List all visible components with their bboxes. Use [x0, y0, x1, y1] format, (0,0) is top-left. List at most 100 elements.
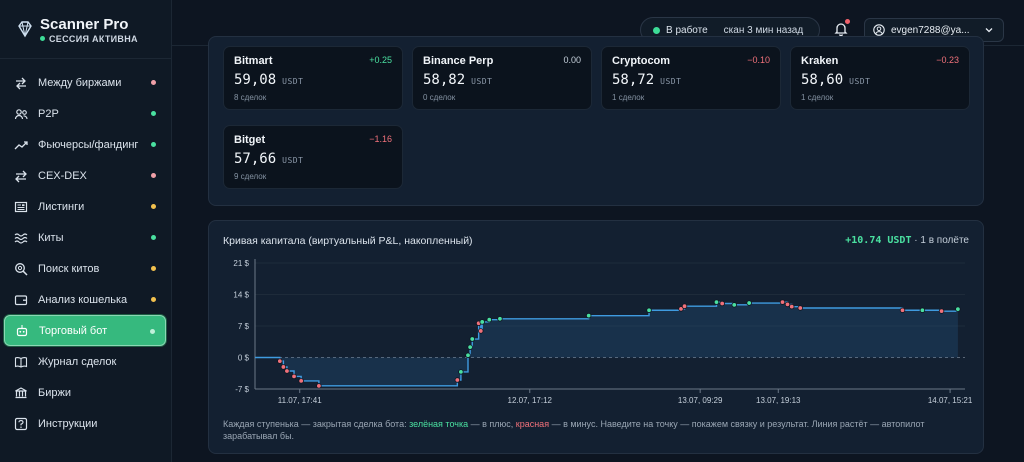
sidebar-item-waves[interactable]: Киты [4, 222, 166, 253]
trade-point-loss [899, 307, 906, 313]
sidebar-item-search-radar[interactable]: Поиск китов [4, 253, 166, 284]
wallet-icon [14, 293, 28, 307]
note-green: зелёная точка [409, 419, 469, 429]
exchange-name: Bitmart [234, 55, 273, 67]
price-change: −0.10 [747, 55, 770, 65]
arrows-swap-icon [14, 76, 28, 90]
x-tick-label: 14.07, 15:21 [928, 396, 973, 405]
trade-point-loss [280, 364, 287, 370]
note-red: красная [515, 419, 550, 429]
book-icon [14, 355, 28, 369]
status-dot [151, 204, 156, 209]
sidebar-item-bank[interactable]: Биржи [4, 377, 166, 408]
sidebar-item-label: Торговый бот [39, 324, 108, 337]
notifications-bell-icon[interactable] [833, 19, 850, 37]
price-unit: USDT [660, 77, 682, 86]
waves-icon [14, 231, 28, 245]
trade-point-win [465, 352, 471, 358]
chevron-down-icon [985, 28, 993, 33]
exchange-card[interactable]: Kraken −0.23 58,60 USDT 1 сделок [790, 46, 970, 110]
trade-point-loss [719, 300, 725, 307]
user-icon [873, 24, 885, 36]
trade-point-win [713, 299, 720, 305]
sidebar-item-newspaper[interactable]: Листинги [4, 191, 166, 222]
price-change: −1.16 [369, 134, 392, 144]
exchange-name: Bitget [234, 134, 266, 146]
trade-point-win [746, 300, 752, 306]
trade-point-loss [291, 373, 297, 380]
trade-point-loss [277, 358, 283, 364]
sidebar-item-exchange[interactable]: CEX-DEX [4, 160, 166, 191]
pnl-summary: +10.74 USDT · 1 в полёте [845, 235, 969, 246]
help-icon [14, 417, 28, 431]
y-tick-label: -7 $ [235, 385, 249, 394]
exchange-price: 58,72 USDT [612, 72, 681, 88]
sidebar-item-help[interactable]: Инструкции [4, 408, 166, 439]
exchange-card[interactable]: Cryptocom −0.10 58,72 USDT 1 сделок [601, 46, 781, 110]
trade-point-loss [938, 308, 945, 314]
trade-point-win [467, 344, 473, 350]
exchange-card[interactable]: Bitget −1.16 57,66 USDT 9 сделок [223, 125, 403, 189]
price-value: 58,72 [612, 72, 655, 88]
trade-point-win [479, 319, 485, 325]
status-dot [151, 80, 156, 85]
trade-point-win [469, 336, 475, 342]
exchange-name: Binance Perp [423, 55, 494, 67]
trade-point-win [486, 316, 492, 323]
trade-point-loss [678, 306, 684, 312]
status-dot [151, 235, 156, 240]
newspaper-icon [14, 200, 28, 214]
pnl-value: +10.74 USDT [845, 235, 912, 246]
exchange-card[interactable]: Binance Perp 0.00 58,82 USDT 0 сделок [412, 46, 592, 110]
exchange-card[interactable]: Bitmart +0.25 59,08 USDT 8 сделок [223, 46, 403, 110]
sidebar-item-label: Киты [38, 231, 64, 244]
exchange-price: 59,08 USDT [234, 72, 303, 88]
sidebar-item-label: Поиск китов [38, 262, 100, 275]
brand[interactable]: Scanner Pro СЕССИЯ АКТИВНА [16, 14, 166, 48]
sidebar-item-label: CEX-DEX [38, 169, 87, 182]
sidebar: Scanner Pro СЕССИЯ АКТИВНА Между биржами… [0, 0, 172, 462]
equity-chart: 21 $ 14 $ 7 $ 0 $ -7 $ 11.07, 17:41 12.07, 17:… [233, 259, 973, 405]
price-unit: USDT [282, 77, 304, 86]
sidebar-item-trend-up[interactable]: Фьючерсы/фандинг [4, 129, 166, 160]
equity-title: Кривая капитала (виртуальный P&L, накопл… [223, 235, 473, 247]
trade-point-win [731, 302, 737, 308]
status-dot [151, 173, 156, 178]
trade-point-win [919, 307, 926, 313]
trade-point-loss [284, 368, 290, 374]
search-radar-icon [14, 262, 28, 276]
users-icon [14, 107, 28, 121]
exchange-price: 58,82 USDT [423, 72, 492, 88]
bank-icon [14, 386, 28, 400]
note-mid: — в плюс, [468, 419, 516, 429]
sidebar-item-arrows-swap[interactable]: Между биржами [4, 67, 166, 98]
sidebar-divider [0, 58, 172, 59]
exchange-icon [14, 169, 28, 183]
trade-point-loss [681, 303, 688, 309]
trade-point-loss [316, 383, 322, 389]
sidebar-nav: Между биржами P2P Фьючерсы/фандинг CEX-DEX Л… [4, 67, 166, 439]
sidebar-item-label: Листинги [38, 200, 85, 213]
diamond-logo-icon [18, 21, 32, 38]
trade-point-win [586, 312, 592, 319]
status-dot [151, 111, 156, 116]
sidebar-item-robot[interactable]: Торговый бот [4, 315, 166, 346]
price-unit: USDT [282, 156, 304, 165]
note-before: Каждая ступенька — закрытая сделка бота: [223, 419, 410, 429]
sidebar-item-label: Фьючерсы/фандинг [38, 138, 139, 151]
exchange-prices-panel: Bitmart +0.25 59,08 USDT 8 сделок Binance Per… [208, 36, 984, 206]
sidebar-item-wallet[interactable]: Анализ кошелька [4, 284, 166, 315]
trend-up-icon [14, 138, 28, 152]
deal-count: 0 сделок [423, 93, 456, 102]
trade-point-loss [454, 377, 461, 383]
sidebar-item-label: Биржи [38, 386, 71, 399]
trade-point-loss [779, 299, 786, 305]
price-change: +0.25 [369, 55, 392, 65]
sidebar-item-label: Анализ кошелька [38, 293, 128, 306]
sidebar-item-users[interactable]: P2P [4, 98, 166, 129]
sidebar-item-book[interactable]: Журнал сделок [4, 346, 166, 377]
price-value: 59,08 [234, 72, 277, 88]
price-change: −0.23 [936, 55, 959, 65]
note-after: — в минус. Наведите на точку — покажем с… [223, 419, 925, 441]
y-tick-label: 21 $ [233, 259, 249, 268]
